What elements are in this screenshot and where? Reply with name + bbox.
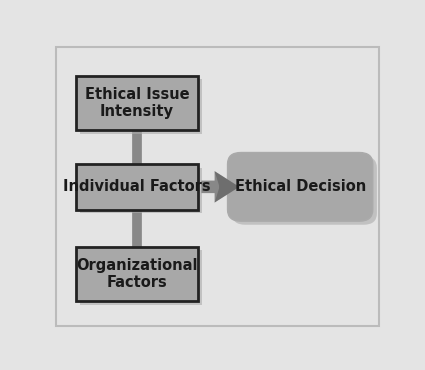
FancyBboxPatch shape <box>80 250 202 305</box>
FancyBboxPatch shape <box>232 157 377 225</box>
Text: Individual Factors: Individual Factors <box>63 179 211 194</box>
FancyBboxPatch shape <box>80 168 202 213</box>
Text: Organizational
Factors: Organizational Factors <box>76 258 198 290</box>
Polygon shape <box>201 171 239 202</box>
FancyBboxPatch shape <box>76 76 198 130</box>
FancyBboxPatch shape <box>76 164 198 210</box>
FancyBboxPatch shape <box>228 153 373 221</box>
FancyBboxPatch shape <box>80 80 202 134</box>
Polygon shape <box>215 171 239 202</box>
Text: Ethical Issue
Intensity: Ethical Issue Intensity <box>85 87 190 119</box>
Text: Ethical Decision: Ethical Decision <box>235 179 366 194</box>
FancyBboxPatch shape <box>76 247 198 301</box>
